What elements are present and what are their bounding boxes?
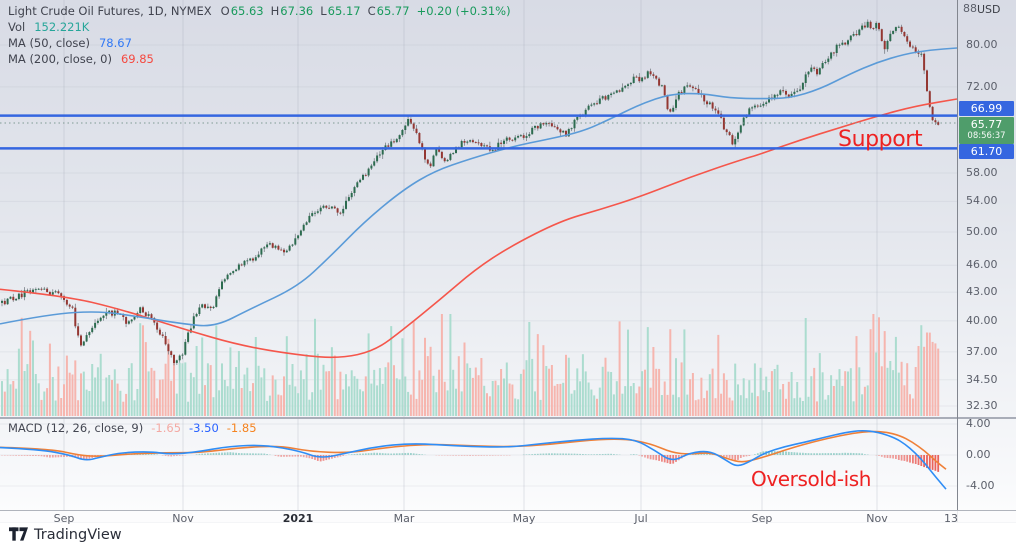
time-tick: May	[512, 512, 536, 525]
chart-region: Light Crude Oil Futures, 1D, NYMEX O65.63…	[0, 0, 1017, 525]
price-tick: 40.00	[966, 313, 998, 327]
support-annotation[interactable]: Support	[838, 127, 923, 152]
lower-support-price-label: 61.70	[959, 144, 1014, 159]
price-tick: 50.00	[966, 225, 998, 239]
oversold-annotation[interactable]: Oversold-ish	[751, 467, 872, 491]
upper-support-price-label: 66.99	[959, 101, 1014, 116]
chart-canvas[interactable]	[0, 0, 957, 510]
candles-layer	[1, 19, 940, 366]
ma200-line	[0, 98, 957, 359]
footer-bar: TradingView	[0, 524, 1022, 545]
close-label: C	[367, 4, 376, 18]
time-tick: Jul	[634, 512, 648, 525]
ma200-value: 69.85	[120, 52, 154, 66]
volume-value: 152.221K	[34, 20, 90, 34]
macd-label: MACD (12, 26, close, 9)	[8, 421, 144, 435]
ma50-value: 78.67	[98, 36, 132, 50]
time-axis[interactable]: Sep Nov 2021 Mar May Jul Sep Nov 13	[0, 510, 1016, 525]
low-label: L	[320, 4, 327, 18]
time-tick: 2021	[282, 512, 314, 525]
time-tick: Nov	[866, 512, 888, 525]
macd-axis-tick: -4.00	[966, 479, 995, 492]
top-price-tick: 88	[963, 2, 977, 15]
macd-line	[0, 429, 947, 490]
high-value: 67.36	[280, 4, 314, 18]
pane-separator[interactable]	[0, 417, 1016, 419]
macd-signal-value: -1.85	[226, 421, 257, 435]
last-price-label: 65.77 08:56:37	[959, 117, 1014, 144]
upper-support-price-text: 66.99	[970, 102, 1003, 115]
price-axis[interactable]: 88 USD 80.00 72.00 58.00 54.00 50.00 46.00 43.…	[957, 0, 1017, 522]
symbol-legend-row[interactable]: Light Crude Oil Futures, 1D, NYMEX O65.63…	[8, 3, 511, 19]
volume-legend-row[interactable]: Vol 152.221K	[8, 19, 511, 35]
ma200-label: MA (200, close, 0)	[8, 52, 112, 66]
price-tick: 58.00	[966, 165, 998, 179]
high-label: H	[270, 4, 280, 18]
time-tick: Nov	[172, 512, 194, 525]
price-axis-top: 88 USD	[958, 2, 1017, 16]
macd-axis-tick: 0.00	[966, 448, 991, 461]
time-tick: 13	[944, 512, 958, 525]
lower-support-price-text: 61.70	[970, 145, 1003, 158]
time-tick: Mar	[393, 512, 415, 525]
macd-hist-value: -1.65	[151, 421, 182, 435]
low-value: 65.17	[327, 4, 361, 18]
open-value: 65.63	[230, 4, 264, 18]
macd-legend-row[interactable]: MACD (12, 26, close, 9) -1.65 -3.50 -1.85	[8, 421, 257, 435]
macd-axis-tick: 4.00	[966, 417, 991, 430]
macd-line-value: -3.50	[189, 421, 219, 435]
price-tick: 34.50	[966, 372, 998, 386]
price-tick: 32.30	[966, 398, 998, 412]
change-value: +0.20 (+0.31%)	[416, 4, 511, 18]
ma50-line	[0, 47, 957, 327]
price-tick: 80.00	[966, 37, 998, 51]
ma50-label: MA (50, close)	[8, 36, 90, 50]
ma200-legend-row[interactable]: MA (200, close, 0) 69.85	[8, 51, 511, 67]
price-tick: 72.00	[966, 79, 998, 93]
macd-signal-line	[0, 430, 947, 470]
price-tick: 43.00	[966, 285, 998, 299]
volume-label: Vol	[8, 20, 26, 34]
close-value: 65.77	[376, 4, 410, 18]
open-label: O	[220, 4, 230, 18]
price-tick: 54.00	[966, 194, 998, 208]
last-price-text: 65.77	[970, 118, 1003, 131]
symbol-title[interactable]: Light Crude Oil Futures, 1D, NYMEX	[8, 4, 212, 18]
time-tick: Sep	[751, 512, 773, 525]
tradingview-logo-icon[interactable]	[9, 527, 28, 542]
price-tick: 37.00	[966, 344, 998, 358]
tradingview-brand[interactable]: TradingView	[34, 526, 122, 543]
bar-countdown: 08:56:37	[967, 131, 1006, 141]
currency-label[interactable]: USD	[977, 3, 1001, 16]
ma50-legend-row[interactable]: MA (50, close) 78.67	[8, 35, 511, 51]
volume-layer	[1, 314, 940, 416]
price-tick: 46.00	[966, 258, 998, 272]
legend-panel: Light Crude Oil Futures, 1D, NYMEX O65.63…	[8, 3, 511, 67]
time-tick: Sep	[53, 512, 75, 525]
